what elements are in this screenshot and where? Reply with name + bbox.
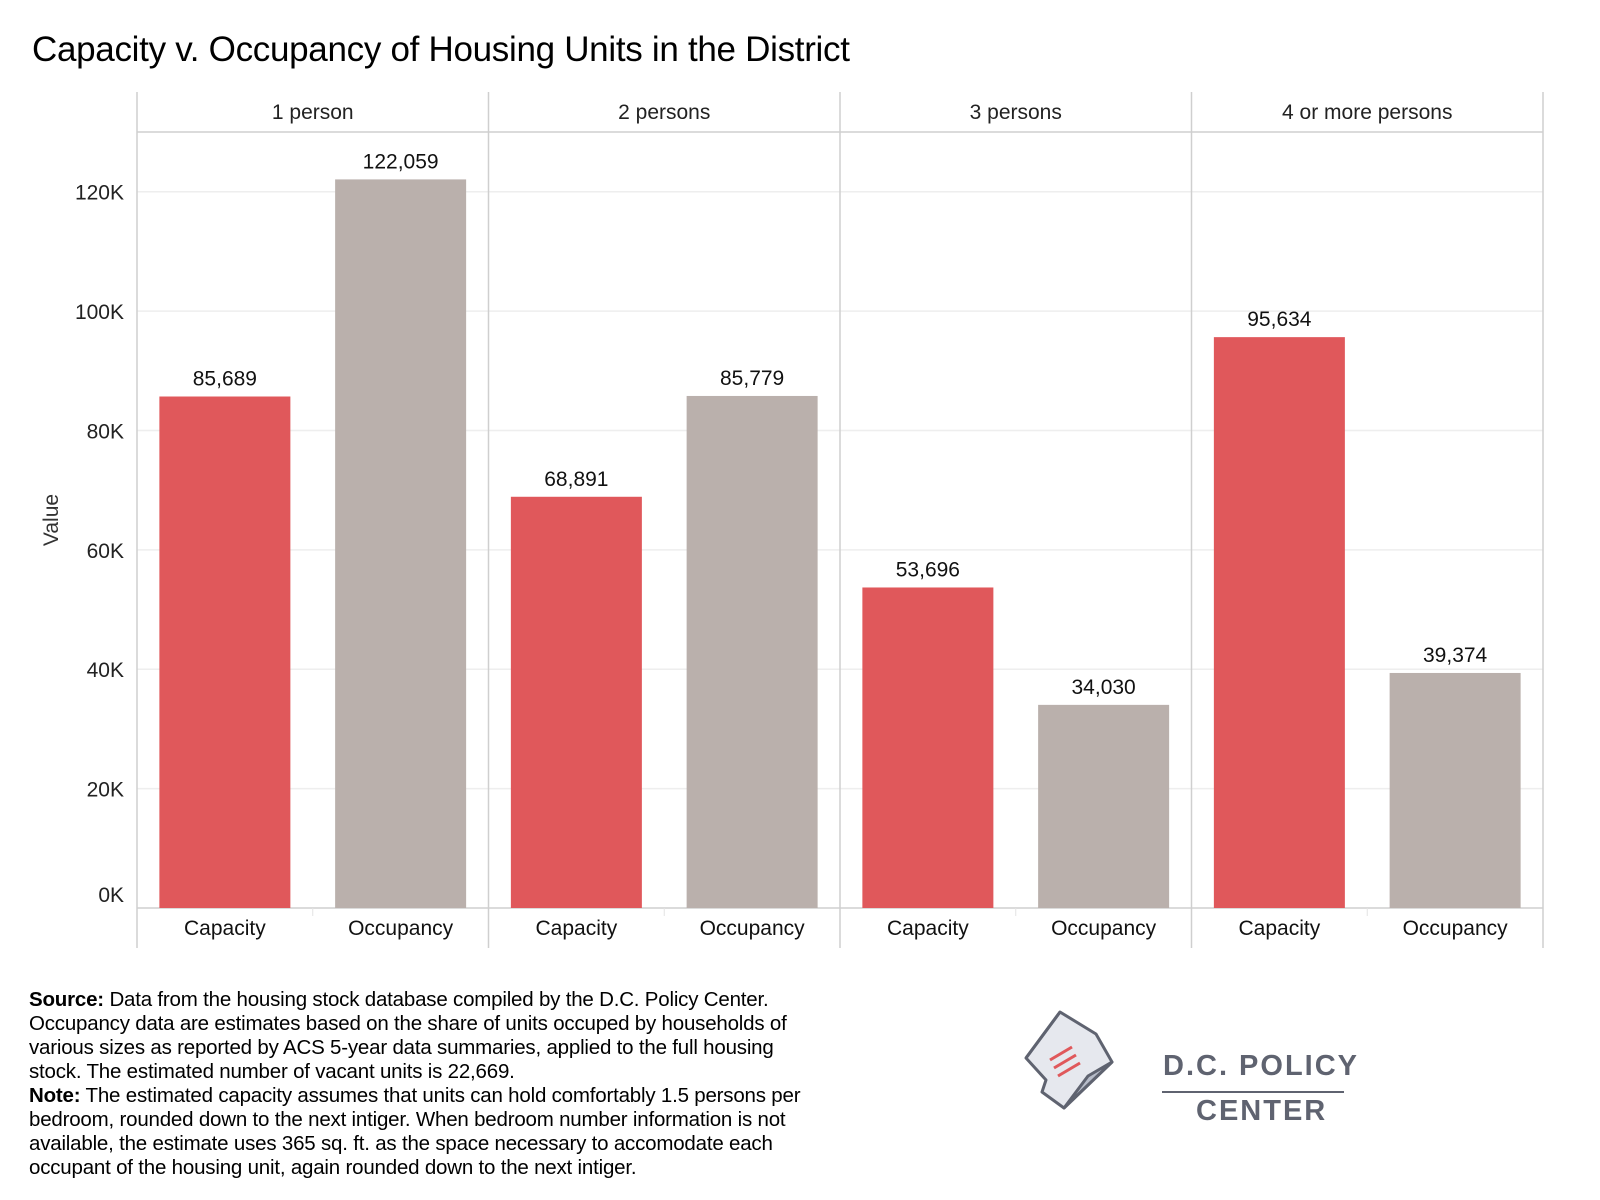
method-note: Note: The estimated capacity assumes tha…	[29, 1084, 819, 1180]
dc-policy-center-logo: D.C. POLICY CENTER	[1024, 1010, 1370, 1160]
y-tick-label: 60K	[87, 540, 124, 563]
y-tick-label: 80K	[87, 420, 124, 443]
logo-text-center: CENTER	[1196, 1095, 1328, 1127]
y-axis-title: Value	[40, 494, 63, 546]
source-text: Data from the housing stock database com…	[29, 988, 787, 1083]
panel-header: 4 or more persons	[1282, 101, 1452, 124]
bar-occupancy	[1389, 672, 1521, 908]
data-label: 53,696	[896, 558, 960, 581]
note-text: The estimated capacity assumes that unit…	[29, 1084, 801, 1179]
x-category-label: Occupancy	[700, 917, 806, 940]
data-label: 95,634	[1247, 308, 1312, 331]
chart-title: Capacity v. Occupancy of Housing Units i…	[32, 30, 850, 69]
x-category-label: Capacity	[184, 917, 266, 940]
bar-occupancy	[686, 395, 818, 909]
source-note: Source: Data from the housing stock data…	[29, 988, 819, 1084]
bar-capacity	[159, 396, 291, 908]
x-category-label: Capacity	[536, 917, 618, 940]
data-label: 39,374	[1423, 644, 1488, 667]
bar-capacity	[1213, 337, 1345, 909]
y-tick-label: 20K	[87, 779, 124, 802]
logo-divider	[1162, 1091, 1344, 1093]
data-label: 68,891	[544, 468, 608, 491]
notes: Source: Data from the housing stock data…	[29, 988, 819, 1180]
x-category-label: Occupancy	[1403, 917, 1509, 940]
y-tick-label: 0K	[98, 884, 124, 907]
labels: 0K 20K 40K 60K 80K 100K 120K 1 person 2 persons 3…	[75, 101, 1508, 940]
panel-header: 2 persons	[618, 101, 710, 124]
x-category-label: Occupancy	[1051, 917, 1157, 940]
x-category-label: Capacity	[1239, 917, 1321, 940]
panel-header: 3 persons	[970, 101, 1062, 124]
bar-capacity	[510, 496, 642, 908]
bar-occupancy	[335, 179, 467, 908]
y-tick-label: 40K	[87, 659, 124, 682]
dc-map-document-icon	[1024, 1010, 1114, 1110]
data-label: 122,059	[363, 150, 439, 173]
x-category-label: Capacity	[887, 917, 969, 940]
bars	[159, 179, 1521, 909]
bar-occupancy	[1038, 704, 1170, 908]
logo-text-dc-policy: D.C. POLICY	[1163, 1050, 1360, 1082]
y-tick-label: 120K	[75, 182, 124, 205]
data-label: 85,689	[193, 368, 257, 391]
source-label: Source:	[29, 988, 104, 1011]
data-label: 34,030	[1072, 676, 1136, 699]
x-category-label: Occupancy	[348, 917, 454, 940]
data-label: 85,779	[720, 367, 784, 390]
bar-capacity	[862, 587, 994, 908]
note-label: Note:	[29, 1084, 81, 1107]
y-tick-label: 100K	[75, 301, 124, 324]
panel-header: 1 person	[272, 101, 354, 124]
